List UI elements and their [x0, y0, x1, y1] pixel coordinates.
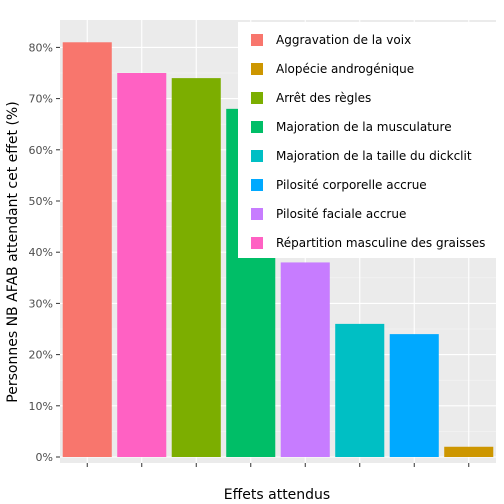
legend-swatch [251, 92, 263, 104]
bar [62, 42, 112, 457]
y-tick-label: 30% [29, 297, 53, 310]
x-axis-ticks [86, 463, 470, 467]
legend-label: Arrêt des règles [276, 91, 371, 105]
legend-label: Majoration de la taille du dickclit [276, 149, 472, 163]
bar [335, 323, 385, 457]
legend-background [238, 22, 496, 258]
x-axis-title: Effets attendus [224, 487, 330, 503]
legend-label: Répartition masculine des graisses [276, 236, 485, 250]
y-tick-label: 0% [36, 451, 53, 464]
legend-swatch [251, 121, 263, 133]
bars [62, 42, 494, 458]
legend: Aggravation de la voix Alopécie androgéni… [238, 22, 496, 258]
y-axis-title: Personnes NB AFAB attendant cet effet (%… [5, 101, 21, 402]
bar [171, 78, 221, 458]
y-axis-ticks: 0% 10% 20% 30% 40% 50% 60% 70% 80% [29, 41, 60, 464]
bar [444, 446, 494, 457]
legend-swatch [251, 34, 263, 46]
y-tick-label: 60% [29, 144, 53, 157]
legend-label: Pilosité faciale accrue [276, 207, 406, 221]
bar [117, 73, 167, 457]
legend-swatch [251, 150, 263, 162]
legend-swatch [251, 208, 263, 220]
legend-swatch [251, 179, 263, 191]
bar [389, 334, 439, 457]
y-tick-label: 50% [29, 195, 53, 208]
y-tick-label: 20% [29, 349, 53, 362]
y-tick-label: 10% [29, 400, 53, 413]
legend-swatch [251, 63, 263, 75]
y-tick-label: 80% [29, 41, 53, 54]
y-tick-label: 40% [29, 246, 53, 259]
legend-label: Alopécie androgénique [276, 62, 414, 76]
legend-label: Aggravation de la voix [276, 33, 411, 47]
legend-label: Pilosité corporelle accrue [276, 178, 427, 192]
legend-label: Majoration de la musculature [276, 120, 452, 134]
bar [280, 262, 330, 457]
legend-swatch [251, 237, 263, 249]
y-tick-label: 70% [29, 93, 53, 106]
